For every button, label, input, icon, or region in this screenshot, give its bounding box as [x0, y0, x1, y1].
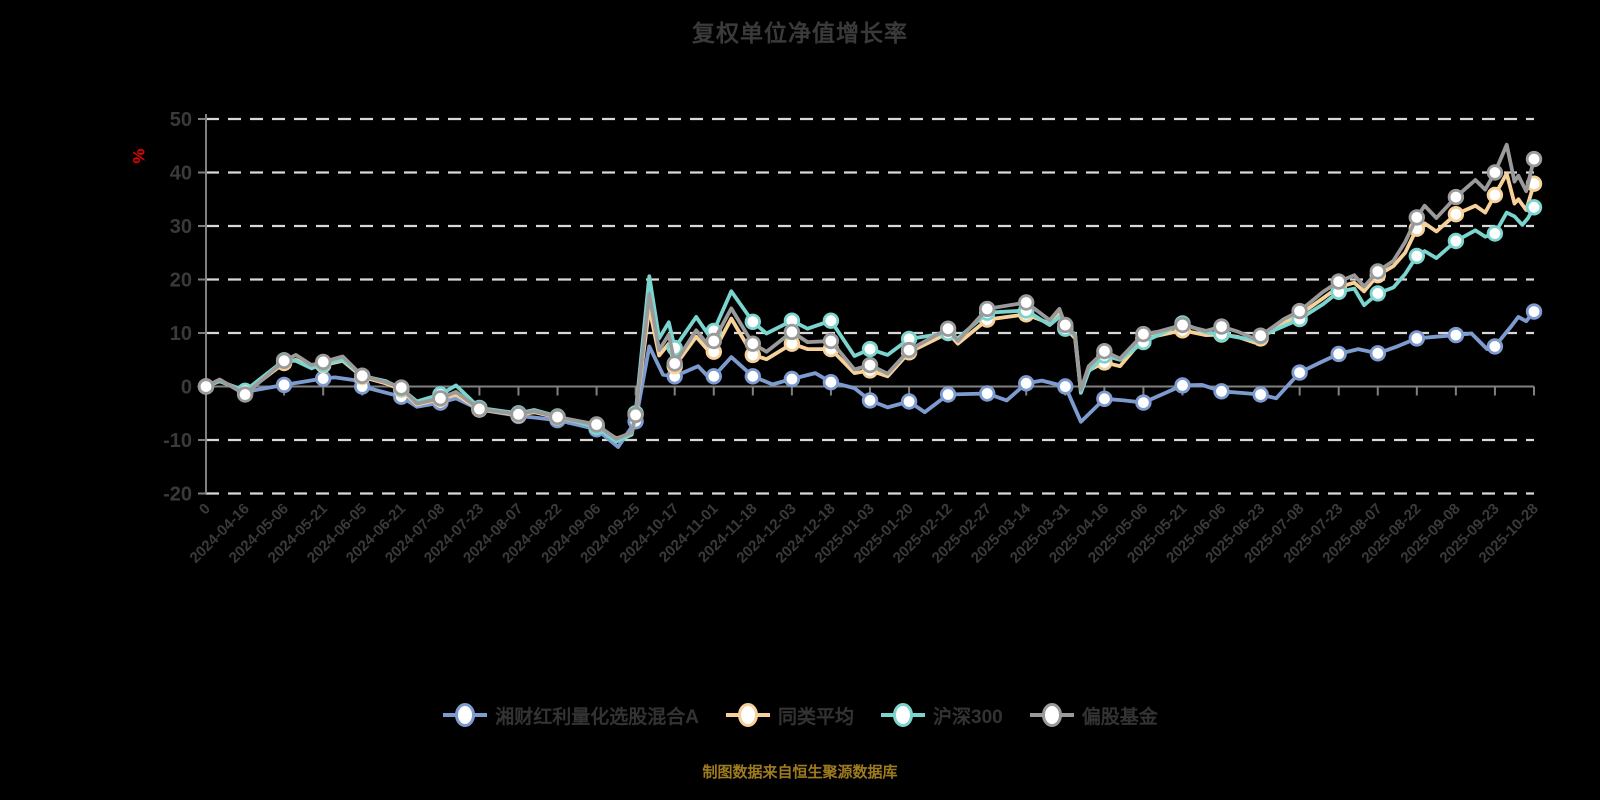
legend-item-label: 同类平均	[778, 706, 855, 728]
chart-legend: 湘财红利量化选股混合A 同类平均 沪深300 偏股基金	[0, 701, 1600, 729]
data-point-marker	[1174, 377, 1191, 394]
legend-marker-icon	[726, 703, 770, 727]
data-point-marker	[900, 393, 918, 410]
x-axis-label: 0	[196, 500, 214, 518]
y-axis-label: 30	[170, 216, 192, 238]
data-point-marker	[861, 356, 879, 374]
data-point-marker	[1291, 302, 1308, 320]
data-point-marker	[315, 353, 332, 371]
data-point-marker	[900, 341, 918, 359]
data-point-marker	[1408, 330, 1426, 347]
data-point-marker	[1252, 327, 1269, 344]
data-point-marker	[1330, 273, 1347, 290]
data-point-marker	[1017, 294, 1035, 311]
data-point-marker	[1525, 199, 1543, 216]
data-point-marker	[1447, 326, 1465, 344]
data-point-marker	[471, 400, 488, 418]
data-point-marker	[393, 379, 410, 396]
data-point-marker	[1291, 364, 1308, 381]
data-point-marker	[1135, 394, 1152, 411]
data-point-marker	[1525, 150, 1543, 168]
data-point-marker	[939, 320, 957, 337]
data-point-marker	[744, 368, 762, 385]
y-axis-label: 50	[170, 109, 192, 131]
data-point-marker	[588, 416, 605, 433]
data-point-marker	[354, 367, 371, 385]
data-point-marker	[315, 370, 332, 387]
legend-marker-icon	[1029, 703, 1074, 727]
legend-marker-icon	[443, 703, 488, 727]
data-point-marker	[822, 332, 840, 350]
data-point-marker	[1408, 247, 1426, 265]
data-point-marker	[1096, 390, 1113, 408]
data-source-note: 制图数据来自恒生聚源数据库	[702, 764, 898, 781]
data-point-marker	[1096, 343, 1113, 360]
data-point-marker	[275, 376, 293, 394]
data-point-marker	[1408, 209, 1426, 226]
data-point-marker	[783, 370, 801, 388]
data-point-marker	[1213, 383, 1230, 400]
y-axis-unit-label: %	[129, 148, 149, 164]
data-point-marker	[822, 312, 840, 329]
series-偏股基金	[197, 142, 1543, 441]
data-point-marker	[861, 340, 879, 358]
data-point-marker	[666, 355, 683, 372]
legend-item-label: 湘财红利量化选股混合A	[495, 706, 699, 728]
legend-item-1[interactable]: 同类平均	[725, 701, 854, 729]
data-point-marker	[744, 313, 762, 331]
data-point-marker	[1486, 225, 1504, 242]
legend-item-label: 偏股基金	[1081, 706, 1158, 728]
data-point-marker	[1369, 345, 1387, 362]
data-point-marker	[432, 390, 449, 407]
y-axis-label: 20	[170, 270, 192, 292]
y-axis-label: -10	[163, 430, 192, 452]
data-point-marker	[1486, 164, 1504, 181]
data-point-marker	[1057, 316, 1074, 334]
data-point-marker	[1447, 232, 1465, 250]
data-point-marker	[979, 385, 996, 402]
data-point-marker	[1174, 316, 1191, 334]
y-axis-label: -20	[163, 484, 192, 506]
data-point-marker	[1447, 188, 1465, 206]
data-point-marker	[1330, 345, 1347, 363]
y-axis-label: 40	[170, 163, 192, 185]
data-point-marker	[783, 323, 801, 341]
data-point-marker	[1213, 318, 1230, 335]
data-point-marker	[1057, 378, 1074, 395]
data-point-marker	[1369, 263, 1387, 280]
data-point-marker	[979, 300, 996, 318]
data-point-marker	[1252, 386, 1269, 403]
y-axis-label: 0	[181, 377, 192, 399]
data-point-marker	[549, 408, 566, 426]
data-point-marker	[1369, 285, 1387, 302]
data-point-marker	[744, 335, 762, 352]
data-point-marker	[705, 368, 723, 385]
data-point-marker	[627, 406, 644, 424]
data-point-marker	[939, 386, 957, 403]
data-point-marker	[1447, 205, 1465, 223]
data-point-marker	[197, 378, 215, 395]
data-point-marker	[510, 406, 527, 423]
page-title: 复权单位净值增长率	[692, 20, 908, 46]
data-point-marker	[1135, 325, 1152, 343]
legend-item-label: 沪深300	[933, 706, 1003, 728]
data-point-marker	[861, 392, 879, 409]
legend-item-0[interactable]: 湘财红利量化选股混合A	[442, 701, 699, 729]
data-point-marker	[1486, 338, 1504, 355]
legend-item-3[interactable]: 偏股基金	[1029, 701, 1158, 729]
data-point-marker	[236, 386, 254, 403]
data-point-marker	[1525, 303, 1543, 320]
y-axis-label: 10	[170, 323, 192, 345]
data-point-marker	[822, 374, 840, 391]
data-point-marker	[705, 332, 723, 350]
data-point-marker	[1017, 375, 1035, 392]
data-point-marker	[275, 352, 293, 370]
legend-marker-icon	[881, 703, 926, 727]
data-point-marker	[1486, 186, 1504, 204]
legend-item-2[interactable]: 沪深300	[880, 701, 1003, 729]
